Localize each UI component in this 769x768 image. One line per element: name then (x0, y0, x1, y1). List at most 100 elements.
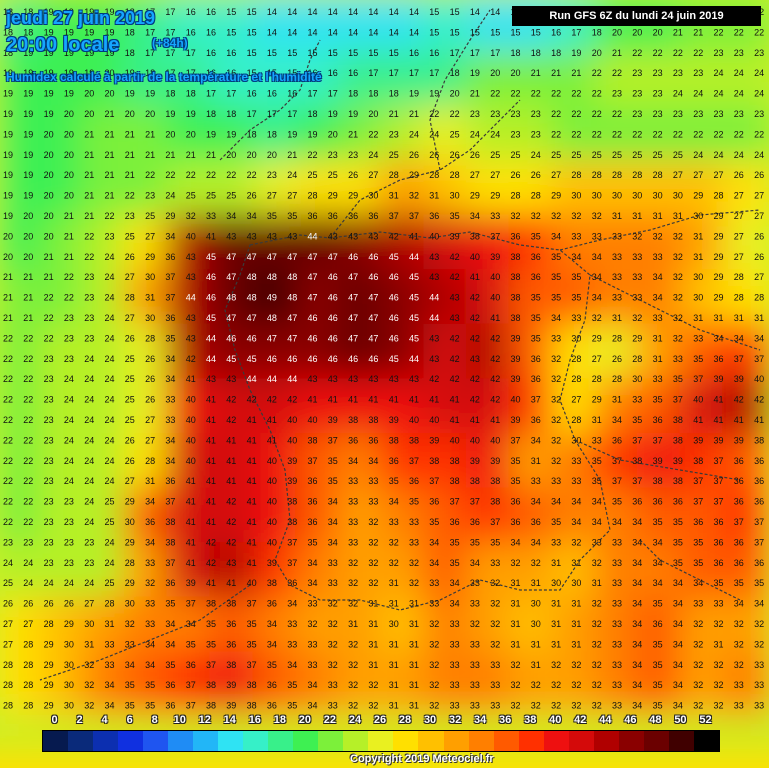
grid-value: 20 (267, 150, 277, 160)
grid-value: 19 (44, 68, 54, 78)
grid-value: 29 (44, 680, 54, 690)
humidex-cell (81, 596, 133, 660)
grid-value: 18 (247, 129, 257, 139)
grid-value: 33 (592, 435, 602, 445)
grid-value: 32 (693, 639, 703, 649)
humidex-cell (38, 378, 90, 441)
grid-value: 36 (287, 578, 297, 588)
humidex-cell (38, 487, 90, 551)
grid-value: 31 (713, 313, 723, 323)
grid-value: 22 (3, 497, 13, 507)
legend-label: 6 (126, 714, 133, 726)
grid-value: 24 (531, 150, 541, 160)
grid-value: 34 (226, 211, 236, 221)
grid-value: 23 (673, 68, 683, 78)
grid-value: 40 (470, 252, 480, 262)
legend-swatch (468, 731, 494, 751)
grid-value: 19 (23, 150, 33, 160)
grid-value: 36 (653, 415, 663, 425)
grid-value: 18 (368, 89, 378, 99)
grid-value: 46 (206, 272, 216, 282)
grid-value: 26 (754, 252, 764, 262)
grid-value: 25 (632, 150, 642, 160)
grid-value: 24 (673, 89, 683, 99)
forecast-lead: (+84h) (152, 36, 188, 50)
grid-value: 32 (510, 558, 520, 568)
grid-value: 19 (3, 89, 13, 99)
humidex-cell (679, 596, 731, 660)
grid-value: 34 (165, 354, 175, 364)
grid-value: 34 (165, 231, 175, 241)
grid-value: 21 (84, 170, 94, 180)
grid-value: 40 (267, 537, 277, 547)
grid-value: 35 (551, 517, 561, 527)
grid-value: 37 (510, 435, 520, 445)
grid-value: 22 (693, 48, 703, 58)
grid-value: 29 (44, 701, 54, 711)
grid-value: 28 (571, 354, 581, 364)
grid-value: 21 (104, 109, 114, 119)
grid-value: 24 (64, 435, 74, 445)
humidex-cell (636, 50, 688, 114)
grid-value: 31 (104, 619, 114, 629)
grid-value: 31 (389, 639, 399, 649)
grid-value: 29 (713, 252, 723, 262)
humidex-cell (423, 378, 474, 441)
grid-value: 45 (409, 272, 419, 282)
grid-value: 14 (328, 7, 338, 17)
grid-value: 23 (754, 109, 764, 119)
grid-value: 31 (389, 680, 399, 690)
grid-value: 29 (592, 333, 602, 343)
grid-value: 15 (470, 27, 480, 37)
grid-value: 28 (592, 170, 602, 180)
grid-value: 24 (84, 395, 94, 405)
grid-value: 37 (186, 599, 196, 609)
humidex-cell (38, 269, 90, 332)
grid-value: 17 (165, 7, 175, 17)
grid-value: 41 (409, 231, 419, 241)
grid-value: 43 (348, 374, 358, 384)
grid-value: 33 (632, 395, 642, 405)
grid-value: 19 (23, 68, 33, 78)
grid-value: 14 (409, 27, 419, 37)
humidex-cell (465, 378, 517, 441)
grid-value: 43 (328, 374, 338, 384)
grid-value: 34 (592, 497, 602, 507)
grid-value: 34 (368, 456, 378, 466)
grid-value: 37 (470, 497, 480, 507)
grid-value: 32 (368, 558, 378, 568)
grid-value: 33 (734, 701, 744, 711)
grid-value: 34 (510, 537, 520, 547)
grid-value: 35 (673, 537, 683, 547)
grid-value: 29 (713, 272, 723, 282)
grid-value: 44 (409, 252, 419, 262)
grid-value: 31 (612, 395, 622, 405)
grid-value: 33 (307, 660, 317, 670)
grid-value: 32 (592, 660, 602, 670)
grid-value: 25 (490, 150, 500, 160)
grid-value: 35 (754, 578, 764, 588)
grid-value: 20 (44, 129, 54, 139)
grid-value: 17 (226, 89, 236, 99)
grid-value: 19 (429, 89, 439, 99)
grid-value: 41 (186, 558, 196, 568)
grid-value: 29 (44, 660, 54, 670)
grid-value: 33 (348, 497, 358, 507)
grid-value: 38 (247, 680, 257, 690)
humidex-cell (465, 269, 517, 332)
grid-value: 40 (693, 395, 703, 405)
grid-value: 33 (571, 231, 581, 241)
grid-value: 23 (125, 211, 135, 221)
legend-swatch (243, 731, 269, 751)
grid-value: 15 (368, 48, 378, 58)
grid-value: 40 (186, 395, 196, 405)
grid-value: 31 (592, 415, 602, 425)
legend-label: 2 (76, 714, 83, 726)
grid-value: 41 (186, 374, 196, 384)
grid-value: 19 (571, 48, 581, 58)
grid-value: 32 (84, 680, 94, 690)
grid-value: 31 (429, 191, 439, 201)
grid-value: 27 (734, 211, 744, 221)
grid-value: 43 (186, 252, 196, 262)
